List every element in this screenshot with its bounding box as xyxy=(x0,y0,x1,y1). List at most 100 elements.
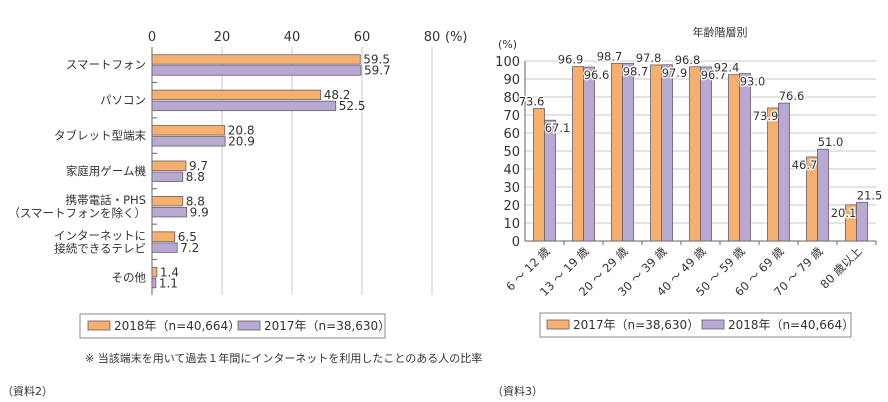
bar xyxy=(700,66,712,242)
bar xyxy=(661,64,673,242)
y-unit-label: (%) xyxy=(498,38,517,51)
y-tick-label: 60 xyxy=(503,127,520,142)
footnote: ※ 当該端末を用いて過去１年間にインターネットを利用したことのある人の比率 xyxy=(85,352,483,365)
source-left: （資料2） xyxy=(2,385,53,398)
data-label: 93.0 xyxy=(740,75,766,89)
bar xyxy=(572,66,584,242)
bar xyxy=(767,107,779,242)
data-label: 9.9 xyxy=(190,205,209,219)
bar xyxy=(151,100,337,112)
legend-label: 2018年（n=40,664） xyxy=(114,319,240,333)
y-tick-label: 90 xyxy=(503,73,520,88)
x-tick-label: 80 xyxy=(424,30,441,45)
x-unit-label: (%) xyxy=(445,30,468,45)
x-tick-label: 20 xyxy=(214,30,231,45)
data-label: 98.7 xyxy=(623,64,649,78)
y-tick-label: 80 xyxy=(503,91,520,106)
bar xyxy=(151,136,226,147)
bar xyxy=(151,242,178,253)
category-label: （スマートフォンを除く） xyxy=(8,206,146,220)
category-label: スマートフォン xyxy=(66,58,146,72)
data-label: 51.0 xyxy=(818,135,844,149)
data-label: 59.5 xyxy=(363,53,390,67)
category-label: インターネットに xyxy=(54,228,146,242)
bar xyxy=(151,65,362,76)
data-label: 20.8 xyxy=(228,124,255,138)
bar xyxy=(611,62,623,242)
data-label: 73.9 xyxy=(753,109,779,123)
legend-swatch xyxy=(87,320,111,331)
data-label: 46.7 xyxy=(792,158,818,172)
bar xyxy=(151,54,361,65)
data-label: 9.7 xyxy=(189,159,208,173)
y-tick-label: 20 xyxy=(503,199,520,214)
data-label: 7.2 xyxy=(180,241,199,255)
data-label: 48.2 xyxy=(324,88,351,102)
bar xyxy=(533,108,545,242)
data-label: 97.9 xyxy=(662,66,688,80)
y-tick-label: 10 xyxy=(503,217,520,232)
bar xyxy=(151,266,158,278)
data-label: 59.7 xyxy=(364,64,391,78)
data-label: 1.4 xyxy=(160,265,179,279)
category-label: パソコン xyxy=(100,93,146,107)
bar xyxy=(151,207,188,218)
data-label: 96.9 xyxy=(558,53,584,67)
data-label: 52.5 xyxy=(339,99,366,113)
data-label: 73.6 xyxy=(519,95,545,109)
data-label: 67.1 xyxy=(545,121,571,135)
x-tick-label: 40 xyxy=(284,30,301,45)
bar xyxy=(728,74,740,242)
bar xyxy=(151,89,322,101)
legend-swatch xyxy=(701,319,725,330)
y-tick-label: 100 xyxy=(495,55,520,70)
category-label: その他 xyxy=(112,270,147,284)
legend-box xyxy=(79,313,386,339)
bar xyxy=(151,231,176,242)
source-right: （資料3） xyxy=(492,385,543,398)
bar xyxy=(151,125,226,136)
legend-label: 2018年（n=40,664） xyxy=(728,318,854,332)
data-label: 97.8 xyxy=(636,51,662,65)
legend-swatch xyxy=(237,320,261,331)
bar xyxy=(151,171,184,182)
y-tick-label: 40 xyxy=(503,163,520,178)
bar xyxy=(689,66,701,242)
data-label: 1.1 xyxy=(159,276,178,290)
category-label: 接続できるテレビ xyxy=(54,241,146,255)
legend-swatch xyxy=(546,319,570,330)
legend-box xyxy=(539,312,852,338)
bar xyxy=(151,196,184,207)
x-tick-label: 0 xyxy=(148,30,156,45)
bar xyxy=(583,66,595,242)
data-label: 8.8 xyxy=(186,194,205,208)
bar xyxy=(622,62,634,242)
data-label: 8.8 xyxy=(186,170,205,184)
data-label: 96.6 xyxy=(584,68,610,82)
data-label: 76.6 xyxy=(779,89,805,103)
data-label: 96.8 xyxy=(675,53,701,67)
bar xyxy=(817,148,829,242)
legend-label: 2017年（n=38,630） xyxy=(264,319,390,333)
y-tick-label: 0 xyxy=(512,235,520,250)
category-label: 家庭用ゲーム機 xyxy=(66,164,147,178)
data-label: 96.7 xyxy=(701,68,727,82)
bar xyxy=(650,64,662,242)
y-tick-label: 50 xyxy=(503,145,520,160)
category-label: タブレット型端末 xyxy=(54,129,146,143)
data-label: 20.1 xyxy=(831,206,857,220)
data-label: 92.4 xyxy=(714,61,740,75)
bar xyxy=(856,201,868,242)
bar xyxy=(778,102,790,242)
legend-label: 2017年（n=38,630） xyxy=(573,318,699,332)
data-label: 21.5 xyxy=(857,188,883,202)
chart-title: 年齢階層別 xyxy=(693,25,748,39)
bar xyxy=(739,73,751,242)
bar xyxy=(151,160,187,171)
data-label: 98.7 xyxy=(597,49,623,63)
y-tick-label: 70 xyxy=(503,109,520,124)
data-label: 20.9 xyxy=(228,135,255,149)
bar xyxy=(151,277,157,289)
data-label: 6.5 xyxy=(178,230,197,244)
